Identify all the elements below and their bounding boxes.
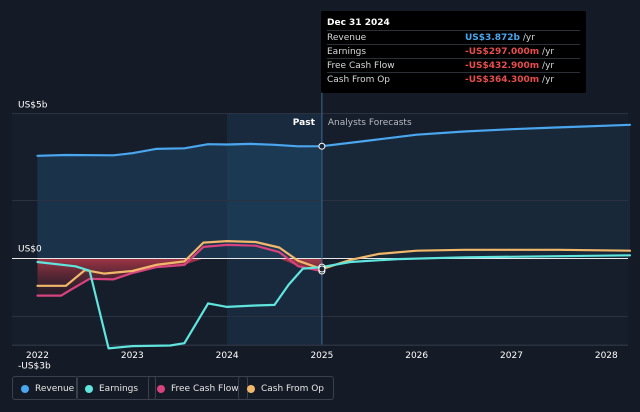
legend-dot-icon: [21, 385, 29, 393]
forecast-label: Analysts Forecasts: [328, 118, 412, 128]
tooltip-row-earnings: Earnings -US$297.000m /yr: [327, 44, 580, 58]
tooltip-label: Free Cash Flow: [327, 61, 395, 71]
legend-item-earnings[interactable]: Earnings: [76, 376, 156, 400]
x-tick-label: 2027: [500, 351, 523, 361]
x-tick-label: 2024: [216, 351, 239, 361]
tooltip-date: Dec 31 2024: [327, 18, 390, 28]
legend-item-free-cash-flow[interactable]: Free Cash Flow: [148, 376, 248, 400]
legend-label: Free Cash Flow: [171, 384, 239, 394]
past-label: Past: [293, 118, 316, 128]
cash-from-op-line: [36, 240, 632, 287]
tooltip-value: -US$432.900m /yr: [465, 61, 555, 71]
x-tick-label: 2026: [405, 351, 428, 361]
free-cash-flow-line: [36, 243, 323, 297]
cash-from-op-marker: [318, 265, 326, 273]
tooltip-row-revenue: Revenue US$3.872b /yr: [327, 30, 580, 44]
revenue-line: [36, 123, 632, 157]
revenue-area-past: [37, 143, 321, 259]
tooltip-value: US$3.872b /yr: [465, 33, 535, 43]
tooltip-label: Revenue: [327, 33, 367, 43]
earnings-line: [36, 254, 632, 350]
revenue-area-forecast: [321, 124, 630, 259]
legend-dot-icon: [157, 385, 165, 393]
x-tick-label: 2022: [26, 351, 49, 361]
tooltip-label: Earnings: [327, 47, 367, 57]
tooltip-label: Cash From Op: [327, 75, 391, 85]
tooltip-value: -US$297.000m /yr: [465, 47, 555, 57]
tooltip-value: -US$364.300m /yr: [465, 75, 555, 85]
legend-item-cash-from-op[interactable]: Cash From Op: [238, 376, 334, 400]
legend-dot-icon: [247, 385, 255, 393]
legend-label: Earnings: [99, 384, 139, 394]
tooltip: Dec 31 2024 Revenue US$3.872b /yr Earnin…: [321, 11, 586, 93]
revenue-marker: [318, 142, 326, 150]
legend-label: Revenue: [35, 384, 75, 394]
tooltip-row-free-cash-flow: Free Cash Flow -US$432.900m /yr: [327, 58, 580, 72]
x-tick-label: 2025: [310, 351, 333, 361]
tooltip-row-cash-from-op: Cash From Op -US$364.300m /yr: [327, 72, 580, 86]
legend-label: Cash From Op: [261, 384, 325, 394]
free-cash-flow-negative-area: [37, 258, 322, 296]
x-tick-label: 2028: [595, 351, 618, 361]
legend-dot-icon: [85, 385, 93, 393]
legend-item-revenue[interactable]: Revenue: [12, 376, 78, 400]
x-tick-label: 2023: [121, 351, 144, 361]
y-tick-label: -US$3b: [18, 362, 51, 372]
y-tick-label: US$0: [18, 245, 42, 255]
y-tick-label: US$5b: [18, 101, 48, 111]
